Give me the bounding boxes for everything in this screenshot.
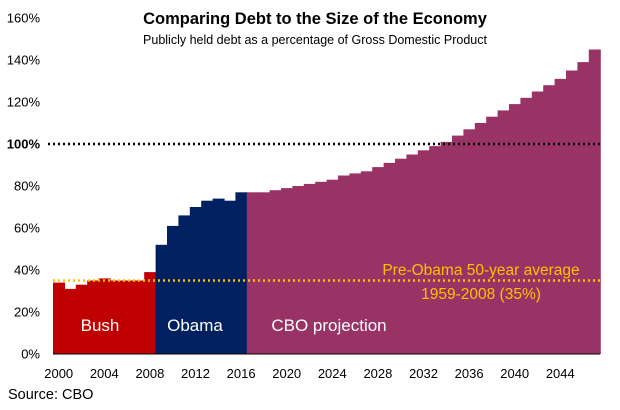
bar-cbo-projection-2024 <box>326 179 339 354</box>
bar-bush-2001 <box>64 288 77 354</box>
bar-bush-2006 <box>121 280 134 354</box>
bar-bush-2007 <box>132 280 145 354</box>
bush-series-label: Bush <box>81 316 120 335</box>
bar-bush-2000 <box>53 282 65 354</box>
bar-cbo-projection-2044 <box>554 78 567 355</box>
x-tick-label: 2020 <box>272 366 301 381</box>
bar-cbo-projection-2027 <box>360 171 373 354</box>
obama-series-label: Obama <box>167 316 223 335</box>
x-tick-label: 2040 <box>500 366 529 381</box>
bar-bush-2004 <box>98 278 111 354</box>
bar-cbo-projection-2038 <box>486 116 499 354</box>
bar-cbo-projection-2017 <box>246 192 259 354</box>
x-tick-label: 2008 <box>135 366 164 381</box>
bar-bush-2005 <box>110 280 122 354</box>
y-axis-tick-labels: 0% 20% 40% 60% 80% 100% 120% 140% 160% <box>7 11 41 362</box>
x-tick-label: 2028 <box>363 366 392 381</box>
bar-cbo-projection-2021 <box>292 186 305 354</box>
x-tick-label: 2036 <box>455 366 484 381</box>
y-tick-label: 140% <box>7 53 41 68</box>
bar-cbo-projection-2020 <box>281 188 293 354</box>
bar-cbo-projection-2019 <box>269 190 282 354</box>
bar-cbo-projection-2046 <box>577 62 590 354</box>
y-tick-label: 120% <box>7 95 41 110</box>
bar-obama-2016 <box>235 192 248 354</box>
bar-cbo-projection-2040 <box>509 104 521 354</box>
bar-cbo-projection-2035 <box>452 135 464 354</box>
chart-subtitle: Publicly held debt as a percentage of Gr… <box>143 33 487 47</box>
average-label-line1: Pre-Obama 50-year average <box>382 262 579 279</box>
y-tick-label: 20% <box>14 305 40 320</box>
bar-cbo-projection-2047 <box>588 49 601 354</box>
y-tick-label: 80% <box>14 179 40 194</box>
bar-cbo-projection-2028 <box>372 167 385 354</box>
average-label-line2: 1959-2008 (35%) <box>421 286 541 303</box>
bar-obama-2014 <box>212 198 225 354</box>
bar-cbo-projection-2023 <box>315 181 328 354</box>
bar-bush-2003 <box>87 280 100 354</box>
y-tick-label: 160% <box>7 11 41 26</box>
x-axis-tick-labels: 2000 2004 2008 2012 2016 2020 2024 2028 2032 2036… <box>44 366 575 381</box>
source-note: Source: CBO <box>8 387 93 403</box>
bar-cbo-projection-2036 <box>463 129 476 354</box>
bar-cbo-projection-2045 <box>566 70 578 354</box>
bar-cbo-projection-2029 <box>383 162 396 354</box>
bar-cbo-projection-2037 <box>474 123 487 354</box>
x-tick-label: 2032 <box>409 366 438 381</box>
bar-cbo-projection-2042 <box>531 91 544 354</box>
bars-group <box>53 49 601 355</box>
cbo-projection-series-label: CBO projection <box>271 316 386 335</box>
bar-cbo-projection-2030 <box>395 158 407 354</box>
y-tick-label: 60% <box>14 221 40 236</box>
bar-cbo-projection-2022 <box>303 183 316 354</box>
y-tick-label: 40% <box>14 263 40 278</box>
chart-title: Comparing Debt to the Size of the Econom… <box>143 10 488 28</box>
x-tick-label: 2000 <box>44 366 73 381</box>
bar-obama-2010 <box>167 225 179 354</box>
x-tick-label: 2024 <box>318 366 347 381</box>
bar-cbo-projection-2043 <box>543 85 556 354</box>
bar-cbo-projection-2031 <box>406 154 419 354</box>
bar-cbo-projection-2034 <box>440 141 453 354</box>
bar-obama-2013 <box>201 200 214 354</box>
x-tick-label: 2044 <box>546 366 575 381</box>
bar-obama-2011 <box>178 215 191 354</box>
bar-cbo-projection-2039 <box>497 110 510 355</box>
bar-obama-2012 <box>189 207 202 354</box>
x-tick-label: 2004 <box>90 366 119 381</box>
bar-cbo-projection-2026 <box>349 173 362 354</box>
x-tick-label: 2012 <box>181 366 210 381</box>
bar-cbo-projection-2018 <box>258 192 271 354</box>
bar-cbo-projection-2041 <box>520 97 533 355</box>
x-tick-label: 2016 <box>227 366 256 381</box>
bar-cbo-projection-2033 <box>429 146 442 354</box>
bar-cbo-projection-2025 <box>338 175 350 354</box>
y-tick-label: 100% <box>7 137 41 152</box>
bar-obama-2009 <box>155 244 168 354</box>
bar-bush-2008 <box>144 272 157 354</box>
y-tick-label: 0% <box>21 347 40 362</box>
bar-obama-2015 <box>224 200 236 354</box>
bar-cbo-projection-2032 <box>417 150 430 354</box>
bar-bush-2002 <box>75 284 88 354</box>
